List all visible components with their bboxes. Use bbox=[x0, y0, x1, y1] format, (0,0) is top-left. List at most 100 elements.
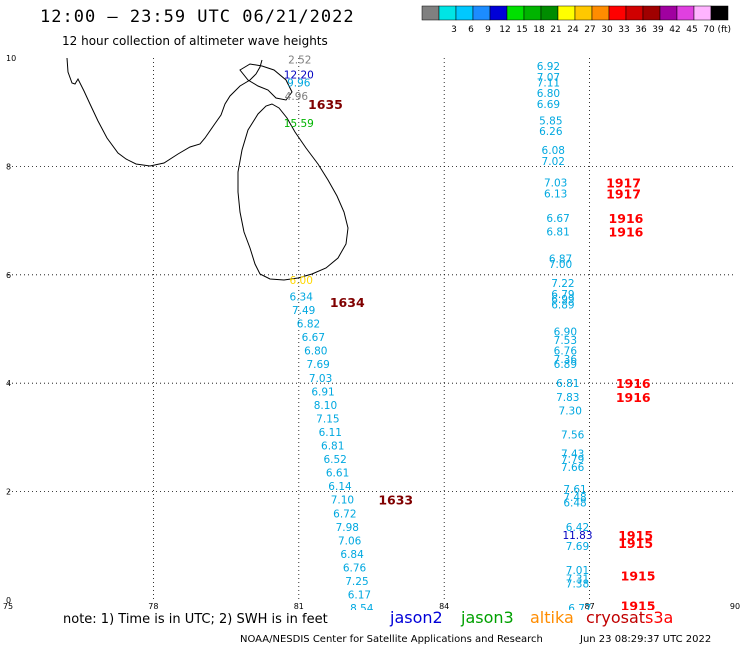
mission-altika: altika bbox=[530, 608, 574, 627]
credit-text: NOAA/NESDIS Center for Satellite Applica… bbox=[240, 634, 543, 645]
legend-label: 70 bbox=[703, 25, 715, 35]
wave-height-value: 6.77 bbox=[568, 603, 591, 610]
wave-height-value: 7.56 bbox=[561, 430, 585, 442]
wave-height-value: 6.89 bbox=[551, 300, 574, 312]
map-axis-labels: 75 78 81 84 87 90 0 2 4 6 8 10 bbox=[3, 54, 740, 610]
wave-height-value: 6.92 bbox=[537, 61, 560, 73]
wave-height-value: 7.66 bbox=[561, 462, 585, 474]
wave-height-value: 6.79 bbox=[551, 289, 574, 301]
pass-time-label: 1915 bbox=[618, 528, 653, 543]
wave-height-value: 6.81 bbox=[556, 378, 579, 390]
wave-height-value: 12.20 bbox=[284, 69, 314, 81]
jaffna-outline bbox=[239, 63, 293, 101]
legend-label: 39 bbox=[652, 25, 664, 35]
x-tick-label: 78 bbox=[148, 602, 158, 610]
legend-label: 27 bbox=[584, 25, 595, 35]
wave-height-value: 7.69 bbox=[306, 359, 329, 371]
wave-height-value: 7.22 bbox=[551, 278, 574, 290]
wave-height-value: 7.36 bbox=[554, 354, 578, 366]
wave-height-value: 7.03 bbox=[544, 178, 567, 190]
legend-unit: (ft) bbox=[717, 25, 731, 35]
page-title: 12:00 – 23:59 UTC 06/21/2022 bbox=[40, 7, 355, 27]
pass-time-label: 1916 bbox=[616, 376, 651, 391]
mission-s3a: s3a bbox=[645, 608, 674, 627]
x-tick-label: 75 bbox=[3, 602, 13, 610]
wave-height-value: 7.69 bbox=[566, 541, 589, 553]
wave-height-value: 7.07 bbox=[537, 72, 560, 84]
legend-label: 21 bbox=[550, 25, 561, 35]
pass-time-label: 1916 bbox=[609, 211, 644, 226]
wave-height-value: 9.96 bbox=[287, 77, 311, 89]
legend-label: 9 bbox=[485, 25, 491, 35]
wave-height-value: 7.00 bbox=[549, 259, 572, 271]
wave-height-value: 6.34 bbox=[290, 291, 314, 303]
wave-height-value: 5.85 bbox=[539, 115, 562, 127]
wave-height-value: 6.76 bbox=[554, 346, 578, 358]
wave-height-value: 7.98 bbox=[336, 522, 359, 534]
wave-height-value: 6.67 bbox=[546, 213, 569, 225]
pass-time-label: 1917 bbox=[606, 187, 641, 202]
wave-height-value: 8.10 bbox=[314, 400, 337, 412]
y-tick-label: 8 bbox=[6, 162, 11, 171]
legend-label: 6 bbox=[468, 25, 474, 35]
wave-height-value: 11.83 bbox=[562, 530, 592, 542]
wave-height-value: 6.14 bbox=[328, 481, 352, 493]
legend-label: 3 bbox=[451, 25, 457, 35]
legend-label: 18 bbox=[533, 25, 545, 35]
wave-height-value: 7.11 bbox=[537, 77, 560, 89]
wave-height-value: 6.72 bbox=[333, 508, 356, 520]
wave-height-value: 7.03 bbox=[309, 373, 332, 385]
legend-label: 33 bbox=[618, 25, 629, 35]
wave-height-value: 6.13 bbox=[544, 189, 567, 201]
wave-height-value: 6.80 bbox=[537, 88, 560, 100]
wave-height-value: 4.96 bbox=[285, 91, 309, 103]
wave-height-value: 6.81 bbox=[546, 226, 569, 238]
wave-height-value: 6.87 bbox=[549, 254, 572, 266]
wave-height-value: 7.61 bbox=[563, 484, 586, 496]
wave-height-value: 6.61 bbox=[326, 468, 349, 480]
wave-height-value: 6.52 bbox=[323, 454, 346, 466]
wave-height-value: 7.10 bbox=[331, 495, 354, 507]
wave-height-value: 6.69 bbox=[537, 99, 560, 111]
pass-time-label: 1634 bbox=[330, 295, 365, 310]
pass-time-label: 1635 bbox=[308, 97, 343, 112]
wave-height-value: 6.84 bbox=[340, 549, 364, 561]
wave-height-value: 6.91 bbox=[311, 386, 334, 398]
sri-lanka-island bbox=[237, 103, 349, 281]
wave-height-value: 7.01 bbox=[566, 565, 589, 577]
legend-label: 45 bbox=[686, 25, 697, 35]
wave-height-value: 6.42 bbox=[566, 522, 589, 534]
pass-time-labels: 1635163416331632191719171916191619161916… bbox=[308, 97, 656, 610]
wave-height-value: 7.43 bbox=[561, 449, 584, 461]
page-subtitle: 12 hour collection of altimeter wave hei… bbox=[62, 34, 328, 48]
wave-height-value: 6.99 bbox=[551, 294, 574, 306]
mission-jason2: jason2 bbox=[390, 608, 443, 627]
y-tick-label: 6 bbox=[6, 271, 11, 280]
wave-height-value: 7.79 bbox=[561, 454, 584, 466]
wave-height-observations: 2.5212.209.964.9615.596.006.347.496.826.… bbox=[284, 55, 593, 610]
y-tick-label: 4 bbox=[6, 379, 11, 388]
wave-height-value: 6.81 bbox=[321, 441, 344, 453]
mission-jason3: jason3 bbox=[461, 608, 514, 627]
wave-height-value: 7.48 bbox=[563, 492, 586, 504]
wave-height-value: 6.82 bbox=[297, 319, 320, 331]
wave-height-value: 7.15 bbox=[316, 413, 339, 425]
wave-height-value: 6.90 bbox=[554, 327, 577, 339]
india-coastline bbox=[66, 57, 263, 167]
pass-time-label: 1633 bbox=[378, 493, 413, 508]
legend-label: 30 bbox=[601, 25, 613, 35]
color-legend: 3 6 9 12 15 18 21 24 27 30 33 36 39 42 45 70 (ft) bbox=[421, 5, 731, 35]
legend-label: 24 bbox=[567, 25, 579, 35]
pass-time-label: 1915 bbox=[621, 598, 656, 610]
y-tick-label: 0 bbox=[6, 596, 11, 605]
wave-height-value: 6.89 bbox=[554, 359, 577, 371]
pass-time-label: 1915 bbox=[621, 569, 656, 584]
wave-height-value: 7.83 bbox=[556, 392, 579, 404]
x-tick-label: 90 bbox=[730, 602, 740, 610]
wave-height-value: 6.76 bbox=[343, 562, 367, 574]
wave-height-value: 7.30 bbox=[559, 405, 582, 417]
wave-height-value: 7.25 bbox=[345, 576, 368, 588]
wave-height-value: 15.59 bbox=[284, 118, 314, 130]
wave-height-value: 6.17 bbox=[348, 590, 371, 602]
wave-height-value: 7.38 bbox=[566, 579, 589, 591]
